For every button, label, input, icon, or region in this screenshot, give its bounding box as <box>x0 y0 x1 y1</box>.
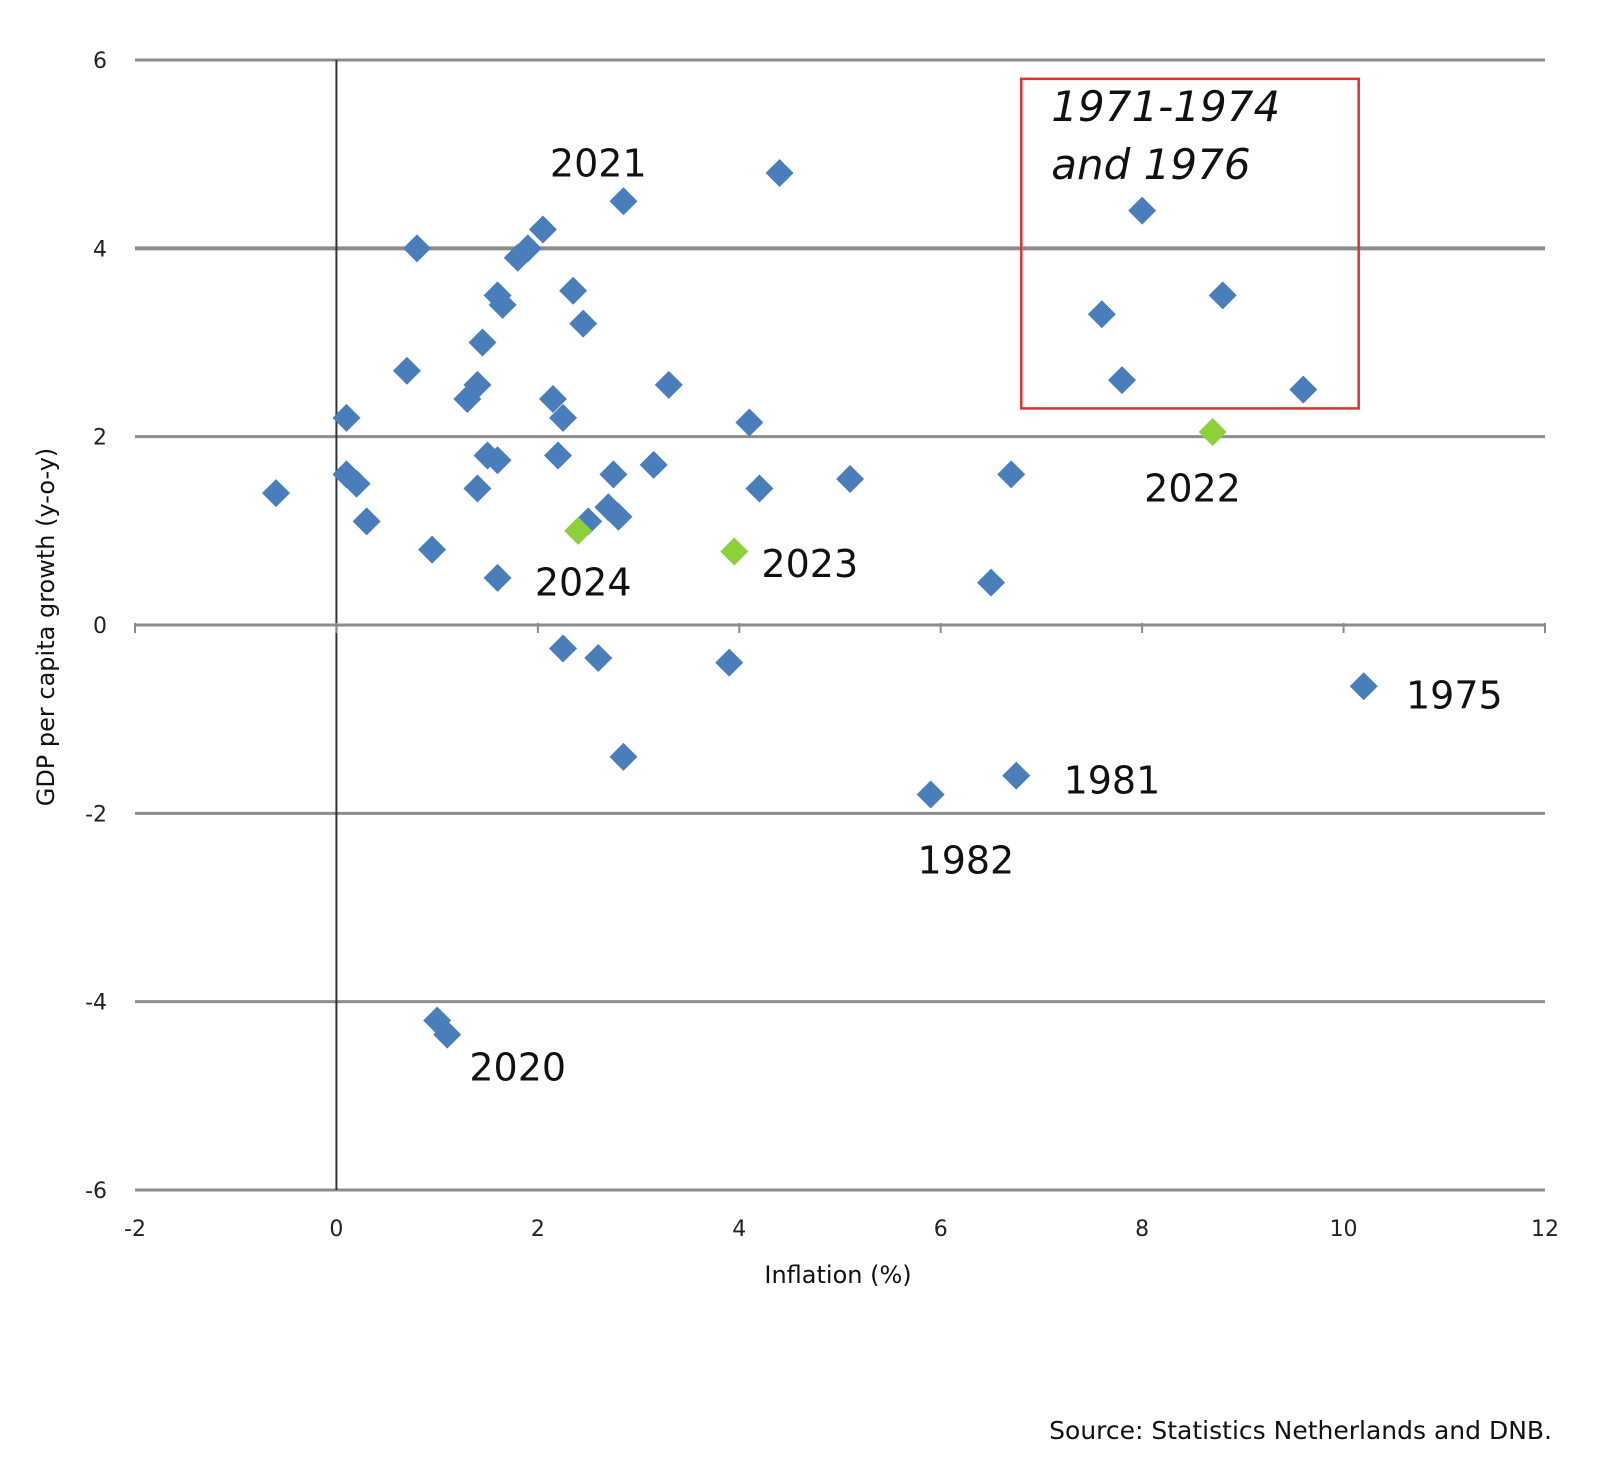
highlight-box-rect <box>1020 77 1360 410</box>
data-point <box>1087 300 1116 329</box>
data-point <box>262 479 290 508</box>
data-point <box>584 643 613 672</box>
data-point <box>433 1020 462 1049</box>
data-point <box>488 290 517 319</box>
annotation-label: 2024 <box>535 561 632 605</box>
data-point <box>1108 366 1136 395</box>
data-point <box>836 465 865 494</box>
y-tick-label: -4 <box>85 991 107 1016</box>
data-point <box>463 474 492 503</box>
data-point <box>609 187 638 216</box>
highlight-box-label: 1971-1974 <box>1051 82 1280 131</box>
annotation-label: 2021 <box>550 142 647 186</box>
data-point <box>1208 281 1237 310</box>
data-point <box>418 535 447 564</box>
data-point <box>735 408 764 437</box>
data-point <box>715 648 744 677</box>
data-point <box>609 742 638 771</box>
data-point <box>528 215 557 244</box>
data-point <box>559 276 588 305</box>
data-point <box>463 370 492 399</box>
data-point <box>549 634 578 663</box>
data-point <box>468 328 497 357</box>
source-note: Source: Statistics Netherlands and DNB. <box>1049 1416 1552 1445</box>
data-point <box>765 159 794 187</box>
x-tick-label: 10 <box>1330 1217 1358 1242</box>
data-point <box>403 234 431 263</box>
x-tick-label: 0 <box>329 1217 343 1242</box>
annotations: 2021 2022 2023 2024 2020 1975 1981 1982 <box>469 142 1502 1090</box>
data-point <box>1002 761 1031 790</box>
x-tick-label: -2 <box>124 1217 146 1242</box>
data-point <box>745 474 774 503</box>
x-tick-label: 4 <box>732 1217 746 1242</box>
data-point <box>332 403 361 432</box>
y-tick-label: 6 <box>93 49 107 74</box>
annotation-label: 2023 <box>761 542 858 586</box>
y-tick-label: -2 <box>85 802 107 827</box>
annotation-label: 1982 <box>918 838 1015 882</box>
data-point <box>1349 672 1378 701</box>
tick-labels: -6 -4 -2 0 2 4 6 -2 0 2 4 6 8 10 12 <box>85 49 1559 1242</box>
data-point-recent <box>720 537 749 566</box>
annotation-label: 1981 <box>1064 758 1161 802</box>
data-point <box>352 507 381 536</box>
data-point <box>483 563 512 592</box>
data-point-recent <box>1198 417 1227 446</box>
x-tick-label: 2 <box>531 1217 545 1242</box>
y-tick-label: -6 <box>85 1179 107 1204</box>
data-point <box>1128 196 1157 225</box>
data-point <box>538 385 567 413</box>
x-tick-label: 12 <box>1531 1217 1559 1242</box>
data-point <box>599 460 628 489</box>
x-tick-label: 8 <box>1135 1217 1149 1242</box>
highlight-box-label: and 1976 <box>1051 140 1250 189</box>
data-point <box>1289 375 1318 404</box>
x-tick-label: 6 <box>934 1217 948 1242</box>
data-point <box>342 469 371 498</box>
grid-lines <box>135 58 1545 1192</box>
y-tick-label: 2 <box>93 426 107 451</box>
data-point <box>594 493 623 522</box>
data-point <box>997 460 1026 489</box>
y-tick-label: 4 <box>93 237 107 262</box>
data-point <box>569 309 598 338</box>
data-point <box>977 568 1006 597</box>
data-point <box>483 446 512 475</box>
y-axis-label: GDP per capita growth (y-o-y) <box>32 448 60 807</box>
annotation-label: 2020 <box>469 1046 566 1090</box>
annotation-label: 2022 <box>1144 466 1241 510</box>
highlight-box: 1971-1974 and 1976 <box>1020 77 1360 410</box>
data-point <box>639 450 668 479</box>
annotation-label: 1975 <box>1406 674 1503 718</box>
data-point <box>544 441 572 470</box>
data-points <box>262 159 1378 1049</box>
data-point <box>392 356 421 385</box>
data-point <box>916 780 945 809</box>
axes <box>134 60 1546 1190</box>
data-point <box>549 403 578 432</box>
data-point-recent <box>564 516 593 545</box>
data-point <box>513 234 542 263</box>
data-point <box>604 502 633 531</box>
x-axis-label: Inflation (%) <box>764 1261 911 1289</box>
y-tick-label: 0 <box>93 614 107 639</box>
data-point <box>654 370 683 399</box>
